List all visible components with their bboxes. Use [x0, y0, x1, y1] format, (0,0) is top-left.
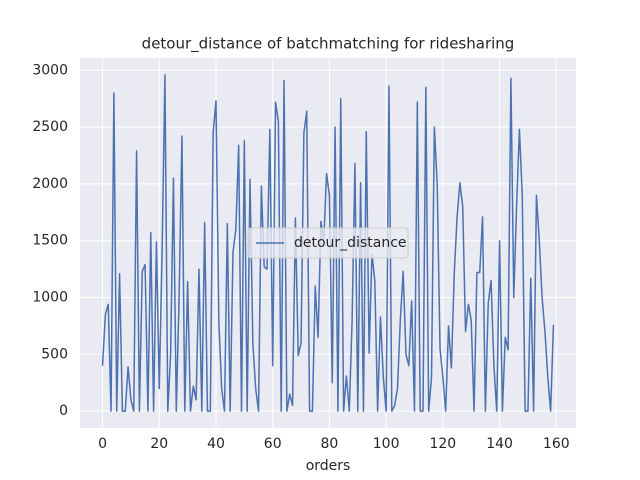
x-axis-label: orders [306, 458, 351, 474]
x-tick-label: 100 [373, 436, 400, 452]
legend-box [247, 227, 409, 259]
x-tick-label: 160 [543, 436, 570, 452]
y-tick-label: 2500 [32, 119, 68, 135]
y-tick-label: 1000 [32, 290, 68, 306]
y-tick-label: 3000 [32, 62, 68, 78]
y-tick-label: 0 [59, 403, 68, 419]
x-tick-label: 80 [321, 436, 339, 452]
x-tick-label: 120 [429, 436, 456, 452]
y-tick-label: 2000 [32, 176, 68, 192]
y-tick-label: 1500 [32, 233, 68, 249]
x-tick-label: 20 [150, 436, 168, 452]
x-tick-label: 60 [264, 436, 282, 452]
y-tick-label: 500 [41, 346, 68, 362]
data-line [101, 74, 555, 412]
legend-label: detour_distance [294, 235, 407, 251]
x-tick-label: 40 [207, 436, 225, 452]
x-tick-label: 140 [486, 436, 513, 452]
chart-title: detour_distance of batchmatching for rid… [142, 35, 515, 54]
x-tick-label: 0 [98, 436, 107, 452]
legend: detour_distance [247, 227, 409, 259]
